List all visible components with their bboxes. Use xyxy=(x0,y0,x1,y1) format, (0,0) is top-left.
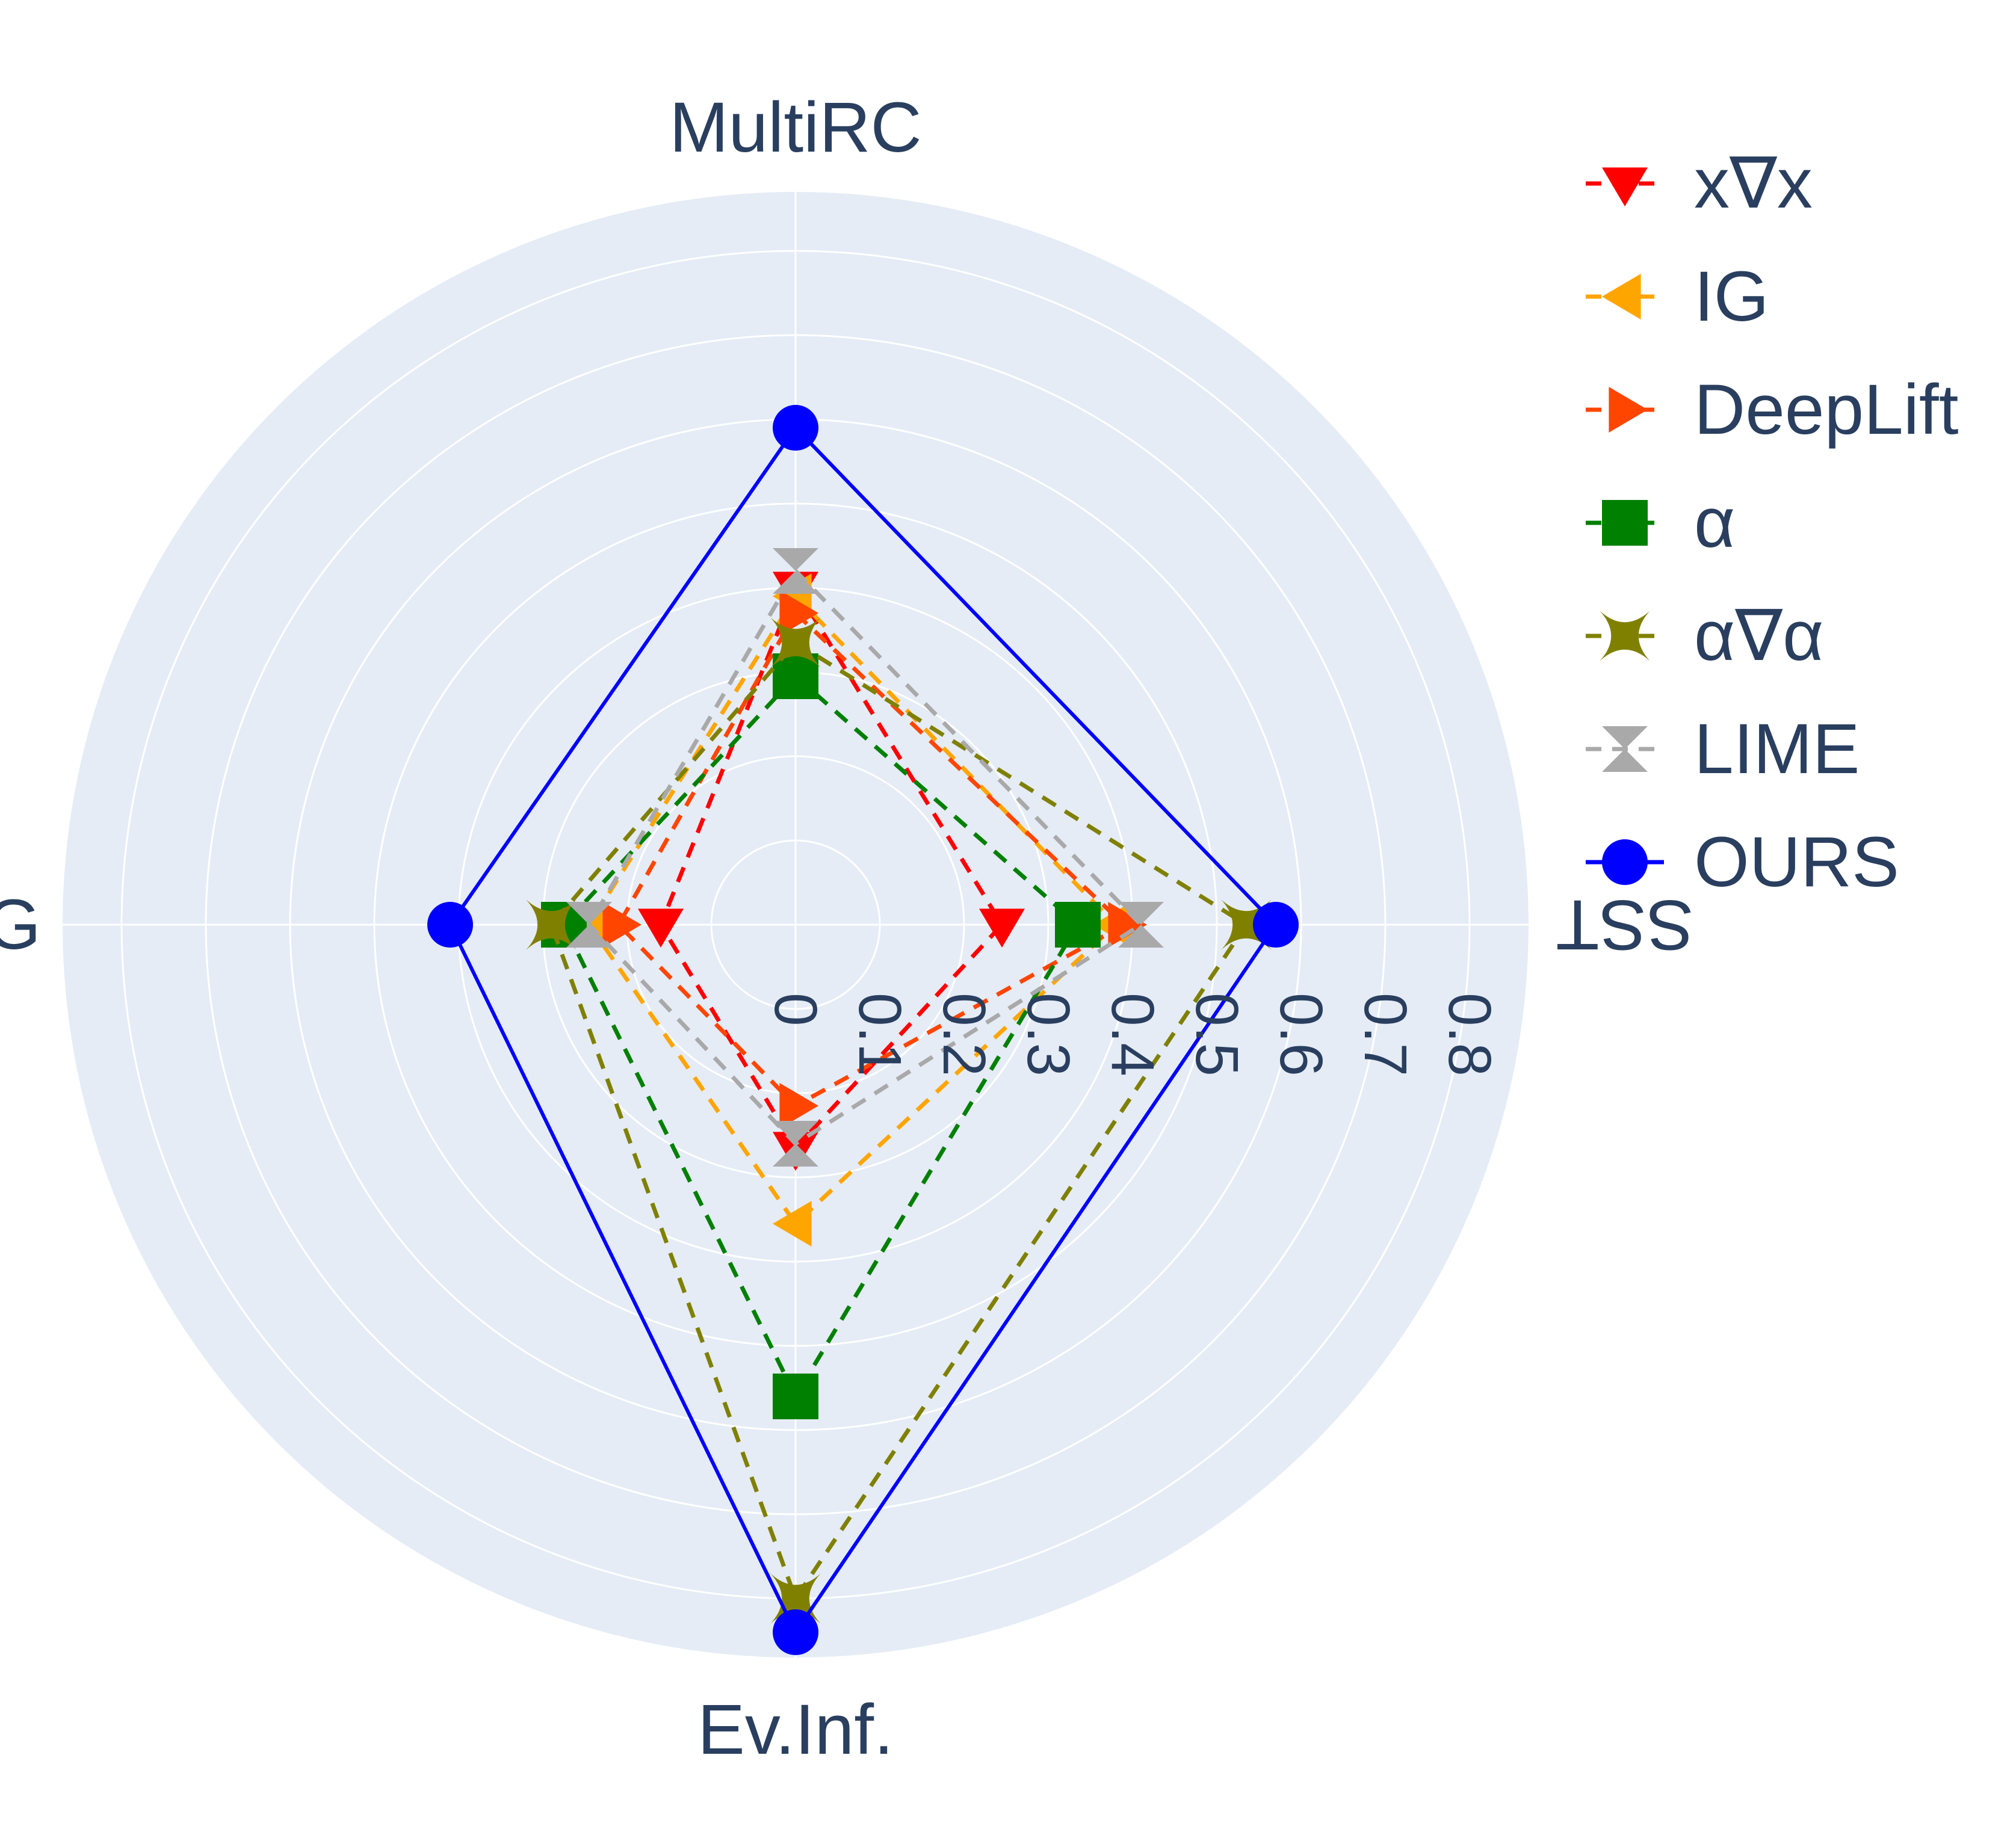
legend-marker xyxy=(1602,167,1648,206)
radial-tick-label: 0.2 xyxy=(930,993,998,1076)
radial-tick-labels: 0 0.1 0.2 0.3 0.4 0.5 0.6 0.7 0.8 xyxy=(762,993,1503,1076)
radial-tick-label: 0.7 xyxy=(1352,993,1419,1076)
legend-item-1[interactable]: IG xyxy=(1586,257,1769,336)
legend-label: IG xyxy=(1694,257,1769,336)
radial-tick-label: 0.6 xyxy=(1267,993,1335,1076)
legend-marker xyxy=(1602,500,1648,546)
series-5-point-ag xyxy=(566,902,612,948)
series-3-point-sst xyxy=(1055,902,1101,948)
legend-label: α xyxy=(1694,483,1735,563)
series-2-point-sst xyxy=(1108,902,1147,948)
legend-marker xyxy=(1602,839,1648,885)
radial-tick-label: 0.5 xyxy=(1183,993,1251,1076)
legend-marker xyxy=(1602,274,1641,319)
series-6-point-sst xyxy=(1253,902,1299,948)
legend-item-4[interactable]: α∇α xyxy=(1586,596,1823,676)
series-0-point-sst xyxy=(979,908,1025,948)
series-2 xyxy=(602,590,1147,1129)
series-5-point-sst xyxy=(1118,902,1164,948)
legend-label: LIME xyxy=(1694,709,1860,789)
angular-label-multirc: MultiRC xyxy=(669,88,922,167)
series-6-point-evinf xyxy=(773,1609,818,1655)
legend-marker xyxy=(1609,387,1648,433)
series-5-point-multirc xyxy=(773,548,818,594)
series-0-point-ag xyxy=(638,908,684,948)
legend-label: OURS xyxy=(1694,822,1899,902)
series-2-point-evinf xyxy=(779,1083,818,1129)
series-1-point-evinf xyxy=(773,1201,812,1247)
angular-label-evinf: Ev.Inf. xyxy=(697,1690,894,1769)
legend-item-6[interactable]: OURS xyxy=(1586,822,1899,902)
angular-label-sst: SST xyxy=(1556,885,1694,964)
series-line-3 xyxy=(561,674,1081,1401)
legend-item-3[interactable]: α xyxy=(1586,483,1735,563)
radial-tick-label: 0 xyxy=(762,993,829,1026)
series-line-4 xyxy=(549,641,1249,1603)
series-6 xyxy=(427,405,1299,1655)
series-2-point-multirc xyxy=(779,590,818,636)
legend[interactable]: x∇x IG DeepLift α α∇α LIME OURS xyxy=(1586,144,1959,902)
legend-item-5[interactable]: LIME xyxy=(1586,709,1860,789)
series-4-point-ag xyxy=(526,899,577,950)
legend-item-0[interactable]: x∇x xyxy=(1586,144,1813,223)
series-2-point-ag xyxy=(602,902,642,948)
legend-label: DeepLift xyxy=(1694,370,1959,449)
series-6-point-multirc xyxy=(773,405,818,451)
legend-label: α∇α xyxy=(1694,596,1823,676)
legend-item-2[interactable]: DeepLift xyxy=(1586,370,1959,449)
angular-axis-labels: MultiRC SST Ev.Inf. G xyxy=(0,88,1694,1769)
legend-marker xyxy=(1600,611,1650,661)
radial-tick-label: 0.4 xyxy=(1099,993,1166,1076)
radial-tick-label: 0.8 xyxy=(1436,993,1503,1076)
series-3-point-multirc xyxy=(773,653,818,699)
series-3 xyxy=(541,653,1101,1419)
series-4-point-multirc xyxy=(770,617,821,668)
radial-tick-label: 0.3 xyxy=(1015,993,1082,1076)
legend-label: x∇x xyxy=(1694,144,1813,223)
angular-label-ag: G xyxy=(0,885,41,964)
legend-marker xyxy=(1602,726,1648,772)
series-3-point-evinf xyxy=(773,1374,818,1419)
series-5-point-evinf xyxy=(773,1121,818,1167)
series-6-point-ag xyxy=(427,902,473,948)
radial-tick-label: 0.1 xyxy=(846,993,914,1076)
series-layer xyxy=(427,405,1299,1655)
series-line-5 xyxy=(586,569,1145,1147)
series-5 xyxy=(566,548,1164,1167)
